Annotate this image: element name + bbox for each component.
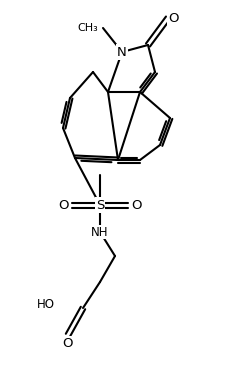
Text: HO: HO [37,299,55,312]
Text: CH₃: CH₃ [77,23,98,33]
Text: O: O [167,11,178,24]
Text: NH: NH [91,225,108,239]
Text: O: O [58,198,69,212]
Text: O: O [131,198,141,212]
Text: O: O [63,337,73,350]
Text: N: N [117,46,126,58]
Text: S: S [95,198,104,212]
